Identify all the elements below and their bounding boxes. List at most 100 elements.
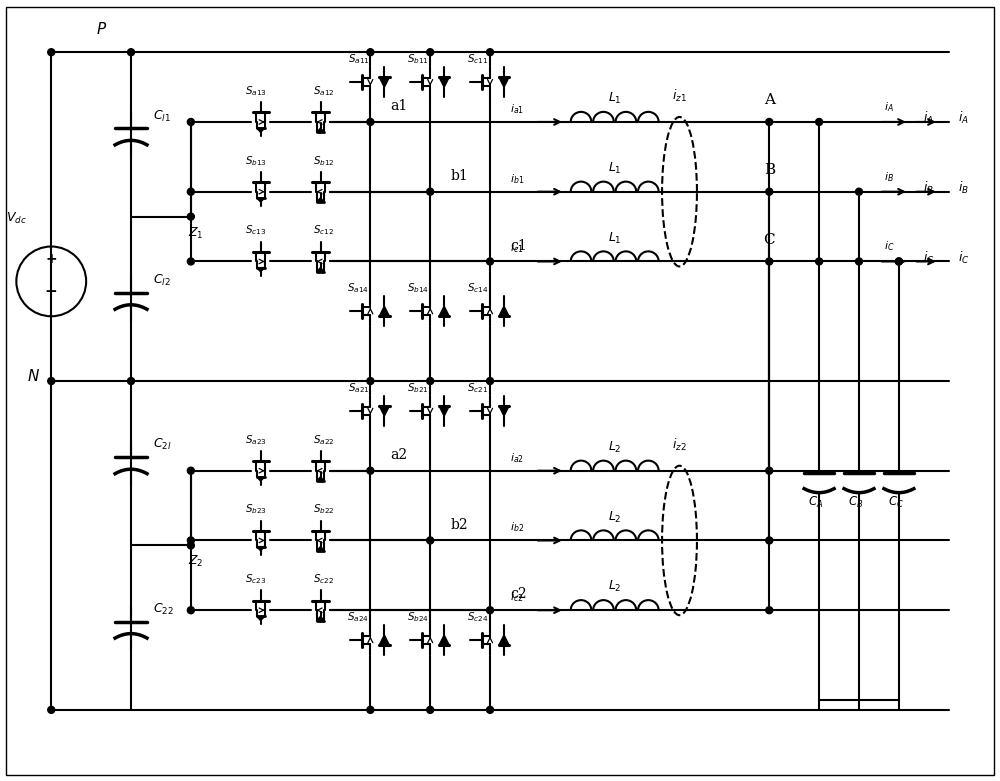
Text: $S_{c12}$: $S_{c12}$ — [313, 223, 334, 237]
Text: $S_{a24}$: $S_{a24}$ — [347, 610, 369, 624]
Text: $i_{b2}$: $i_{b2}$ — [510, 520, 524, 534]
Circle shape — [187, 258, 194, 265]
Text: $S_{a12}$: $S_{a12}$ — [313, 84, 334, 98]
Circle shape — [427, 377, 434, 384]
Text: $i_C$: $i_C$ — [923, 249, 935, 266]
Text: $S_{b13}$: $S_{b13}$ — [245, 154, 267, 168]
Text: $L_1$: $L_1$ — [608, 161, 622, 176]
Text: $S_{b22}$: $S_{b22}$ — [313, 502, 334, 516]
Text: $i_{c2}$: $i_{c2}$ — [510, 590, 524, 604]
Circle shape — [367, 377, 374, 384]
Text: $C_{2l}$: $C_{2l}$ — [153, 437, 172, 452]
Text: $S_{b21}$: $S_{b21}$ — [407, 381, 429, 395]
Text: $S_{a22}$: $S_{a22}$ — [313, 433, 334, 447]
Polygon shape — [317, 198, 324, 202]
Polygon shape — [257, 268, 265, 272]
Text: b2: b2 — [450, 518, 468, 532]
Polygon shape — [379, 77, 390, 87]
Text: B: B — [764, 162, 775, 177]
Circle shape — [766, 467, 773, 474]
Circle shape — [766, 607, 773, 614]
Text: a1: a1 — [390, 99, 408, 113]
Text: $i_{z2}$: $i_{z2}$ — [672, 437, 687, 453]
Text: b1: b1 — [450, 169, 468, 183]
Circle shape — [48, 377, 55, 384]
Text: +: + — [45, 252, 57, 266]
Text: $i_{z1}$: $i_{z1}$ — [672, 88, 687, 104]
Text: $S_{c11}$: $S_{c11}$ — [467, 52, 489, 66]
Circle shape — [48, 48, 55, 55]
Text: $S_{a21}$: $S_{a21}$ — [348, 381, 369, 395]
Circle shape — [856, 188, 862, 195]
Polygon shape — [379, 306, 390, 316]
Circle shape — [895, 258, 902, 265]
Circle shape — [48, 706, 55, 713]
Circle shape — [766, 188, 773, 195]
Circle shape — [487, 48, 494, 55]
Circle shape — [367, 467, 374, 474]
Text: $P$: $P$ — [96, 21, 107, 37]
Polygon shape — [439, 406, 449, 416]
Text: $S_{c21}$: $S_{c21}$ — [467, 381, 489, 395]
Circle shape — [487, 377, 494, 384]
Circle shape — [187, 188, 194, 195]
Circle shape — [487, 607, 494, 614]
Circle shape — [895, 258, 902, 265]
Text: $C_A$: $C_A$ — [808, 494, 824, 510]
Text: $L_2$: $L_2$ — [608, 580, 621, 594]
Polygon shape — [499, 406, 509, 416]
Text: $S_{c13}$: $S_{c13}$ — [245, 223, 267, 237]
Circle shape — [487, 258, 494, 265]
Text: $S_{c22}$: $S_{c22}$ — [313, 572, 334, 586]
Polygon shape — [317, 547, 324, 551]
Text: $Z_1$: $Z_1$ — [188, 226, 204, 241]
Text: $L_2$: $L_2$ — [608, 440, 621, 455]
Polygon shape — [257, 477, 265, 481]
Text: A: A — [764, 93, 775, 107]
Polygon shape — [257, 547, 265, 551]
Circle shape — [187, 467, 194, 474]
Polygon shape — [379, 635, 390, 645]
Text: $S_{b12}$: $S_{b12}$ — [313, 154, 334, 168]
Text: a2: a2 — [390, 448, 407, 462]
Text: $S_{b24}$: $S_{b24}$ — [407, 610, 429, 624]
Text: $L_1$: $L_1$ — [608, 230, 622, 246]
Circle shape — [187, 213, 194, 220]
Circle shape — [427, 48, 434, 55]
Polygon shape — [317, 268, 324, 272]
Text: $i_C$: $i_C$ — [884, 240, 894, 253]
Circle shape — [816, 119, 823, 126]
Text: $i_C$: $i_C$ — [958, 249, 969, 266]
Text: $S_{b23}$: $S_{b23}$ — [245, 502, 267, 516]
Polygon shape — [439, 77, 449, 87]
Text: $S_{b11}$: $S_{b11}$ — [407, 52, 429, 66]
Text: $i_{a2}$: $i_{a2}$ — [510, 451, 524, 465]
Circle shape — [128, 48, 135, 55]
Circle shape — [487, 706, 494, 713]
Circle shape — [128, 377, 135, 384]
Text: $i_B$: $i_B$ — [884, 169, 894, 184]
Circle shape — [187, 542, 194, 549]
Circle shape — [367, 706, 374, 713]
Text: $S_{c14}$: $S_{c14}$ — [467, 281, 489, 295]
Polygon shape — [439, 635, 449, 645]
Text: $i_B$: $i_B$ — [958, 180, 969, 196]
Polygon shape — [257, 198, 265, 202]
Circle shape — [816, 258, 823, 265]
Text: $i_B$: $i_B$ — [923, 180, 934, 196]
Circle shape — [766, 537, 773, 544]
Circle shape — [187, 119, 194, 126]
Text: $S_{b14}$: $S_{b14}$ — [407, 281, 429, 295]
Text: $Z_2$: $Z_2$ — [188, 555, 204, 569]
Polygon shape — [379, 406, 390, 416]
Text: $C_B$: $C_B$ — [848, 494, 864, 510]
Text: −: − — [45, 284, 58, 299]
Text: $V_{dc}$: $V_{dc}$ — [6, 211, 27, 226]
Text: C: C — [763, 233, 775, 247]
Circle shape — [367, 48, 374, 55]
Circle shape — [766, 119, 773, 126]
Text: $L_2$: $L_2$ — [608, 509, 621, 525]
Circle shape — [766, 258, 773, 265]
Circle shape — [367, 119, 374, 126]
Circle shape — [187, 537, 194, 544]
